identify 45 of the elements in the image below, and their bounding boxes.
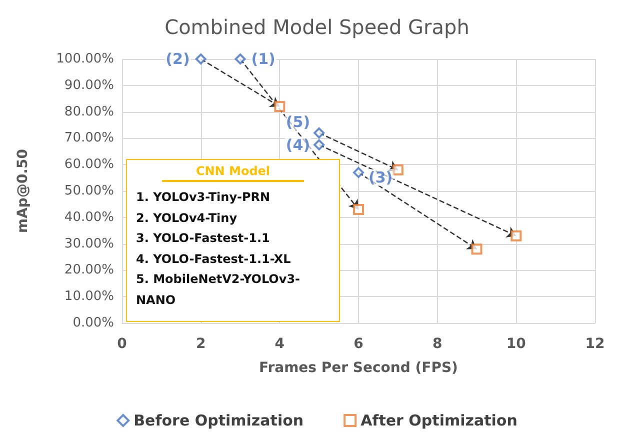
legend-label: After Optimization <box>360 412 518 430</box>
annotation: (1) <box>251 50 276 68</box>
annotation: 4. YOLO-Fastest-1.1-XL <box>136 250 292 268</box>
annotation: CNN Model <box>162 164 304 182</box>
y-tick-label: 90.00% <box>64 78 114 93</box>
x-tick-label: 6 <box>354 336 364 352</box>
x-tick-label: 0 <box>117 336 128 352</box>
point <box>353 204 364 215</box>
y-tick-label: 40.00% <box>64 210 114 225</box>
point <box>510 230 522 242</box>
point <box>471 244 482 255</box>
y-tick-label: 10.00% <box>64 289 114 304</box>
y-tick-label: 100.00% <box>56 52 114 66</box>
y-tick-label: 60.00% <box>64 157 114 172</box>
x-tick-label: 2 <box>196 336 206 352</box>
x-tick-label: 12 <box>585 336 605 352</box>
point <box>274 101 286 112</box>
annotation: (5) <box>286 112 310 131</box>
y-tick-label: 80.00% <box>64 104 114 120</box>
legend-label: Before Optimization <box>134 412 304 430</box>
point <box>195 54 206 64</box>
x-tick-label: 4 <box>274 336 285 352</box>
y-tick-label: 50.00% <box>64 184 114 198</box>
point <box>392 164 404 176</box>
x-axis-title: Frames Per Second (FPS) <box>259 360 458 376</box>
point <box>353 167 364 178</box>
y-tick-label: 30.00% <box>64 236 114 252</box>
annotation: (2) <box>166 50 190 68</box>
point <box>314 139 325 150</box>
chart-title: Combined Model Speed Graph <box>164 15 470 39</box>
annotation: 3. YOLO-Fastest-1.1 <box>136 230 271 247</box>
annotation: 5. MobileNetV2-YOLOv3- <box>136 271 302 288</box>
x-tick-label: 10 <box>506 336 526 352</box>
annotation: (3) <box>368 168 393 187</box>
y-tick-label: 20.00% <box>64 262 114 278</box>
y-tick-label: 70.00% <box>64 130 114 146</box>
y-axis-title: mAp@0.50 <box>15 148 31 233</box>
point <box>234 54 246 64</box>
annotation: 1. YOLOv3-Tiny-PRN <box>136 189 272 206</box>
y-tick-label: 0.00% <box>72 316 114 330</box>
annotation: NANO <box>136 292 177 308</box>
point <box>314 127 325 138</box>
x-tick-label: 8 <box>432 336 442 352</box>
annotation: (4) <box>286 136 310 154</box>
annotation: 2. YOLOv4-Tiny <box>136 210 238 227</box>
